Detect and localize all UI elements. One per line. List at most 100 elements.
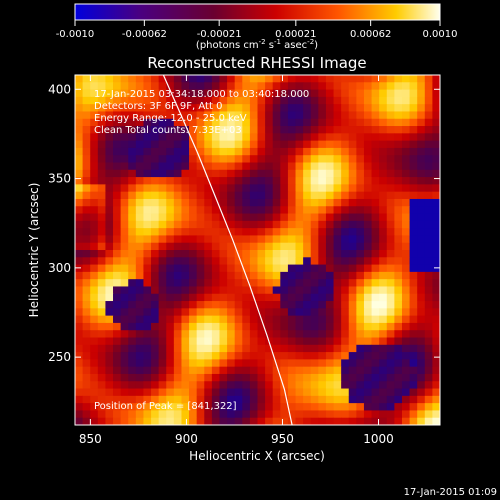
heatmap-cell bbox=[105, 104, 114, 112]
heatmap-cell bbox=[379, 257, 388, 265]
heatmap-cell bbox=[242, 388, 251, 397]
y-tick-label: 250 bbox=[48, 350, 71, 364]
heatmap-cell bbox=[363, 177, 372, 185]
heatmap-cell bbox=[219, 140, 228, 149]
heatmap-cell bbox=[181, 308, 190, 317]
heatmap-cell bbox=[234, 140, 243, 149]
heatmap-cell bbox=[166, 373, 175, 382]
heatmap-cell bbox=[196, 388, 205, 397]
heatmap-cell bbox=[158, 228, 167, 236]
heatmap-cell bbox=[409, 191, 418, 200]
heatmap-cell bbox=[417, 373, 426, 382]
heatmap-cell bbox=[333, 89, 342, 98]
heatmap-cell bbox=[280, 126, 289, 134]
heatmap-cell bbox=[333, 293, 342, 302]
heatmap-cell bbox=[386, 118, 395, 127]
heatmap-cell bbox=[333, 206, 342, 214]
colorbar-units: (photons cm-2 s-1 asec-2) bbox=[196, 38, 318, 51]
heatmap-cell bbox=[151, 169, 160, 178]
heatmap-cell bbox=[128, 271, 137, 280]
heatmap-cell bbox=[363, 206, 372, 214]
heatmap-cell bbox=[325, 417, 334, 425]
heatmap-cell bbox=[348, 155, 357, 163]
heatmap-cell bbox=[333, 198, 342, 207]
heatmap-cell bbox=[166, 82, 175, 90]
heatmap-cell bbox=[234, 315, 243, 324]
heatmap-cell bbox=[113, 177, 122, 185]
heatmap-cell bbox=[424, 381, 433, 389]
heatmap-cell bbox=[272, 257, 281, 265]
heatmap-cell bbox=[82, 308, 91, 317]
heatmap-cell bbox=[211, 315, 220, 324]
heatmap-cell bbox=[417, 293, 426, 302]
heatmap-cell bbox=[75, 410, 83, 419]
heatmap-cell bbox=[211, 206, 220, 214]
heatmap-cell bbox=[257, 250, 266, 258]
heatmap-cell bbox=[394, 359, 403, 368]
heatmap-cell bbox=[386, 89, 395, 98]
heatmap-cell bbox=[432, 330, 440, 338]
heatmap-cell bbox=[287, 126, 296, 134]
heatmap-cell bbox=[181, 147, 190, 156]
heatmap-cell bbox=[401, 373, 410, 382]
heatmap-cell bbox=[204, 82, 213, 90]
heatmap-cell bbox=[379, 118, 388, 127]
heatmap-cell bbox=[135, 373, 144, 382]
heatmap-cell bbox=[409, 118, 418, 127]
heatmap-cell bbox=[234, 308, 243, 317]
heatmap-cell bbox=[249, 359, 258, 368]
heatmap-cell bbox=[295, 366, 304, 375]
heatmap-cell bbox=[272, 206, 281, 214]
heatmap-cell bbox=[257, 111, 266, 120]
heatmap-cell bbox=[75, 417, 83, 425]
heatmap-cell bbox=[348, 279, 357, 287]
heatmap-cell bbox=[143, 155, 152, 163]
heatmap-cell bbox=[189, 177, 198, 185]
heatmap-cell bbox=[189, 206, 198, 214]
heatmap-cell bbox=[379, 388, 388, 397]
heatmap-cell bbox=[105, 133, 114, 142]
heatmap-cell bbox=[386, 359, 395, 368]
heatmap-cell bbox=[417, 381, 426, 389]
heatmap-cell bbox=[158, 417, 167, 425]
heatmap-cell bbox=[211, 177, 220, 185]
heatmap-cell bbox=[356, 169, 365, 178]
heatmap-cell bbox=[143, 250, 152, 258]
heatmap-cell bbox=[386, 126, 395, 134]
heatmap-cell bbox=[356, 104, 365, 112]
heatmap-cell bbox=[432, 301, 440, 309]
heatmap-cell bbox=[242, 147, 251, 156]
heatmap-cell bbox=[341, 410, 350, 419]
heatmap-cell bbox=[211, 242, 220, 251]
heatmap-cell bbox=[151, 388, 160, 397]
heatmap-cell bbox=[219, 104, 228, 112]
heatmap-cell bbox=[257, 235, 266, 244]
heatmap-cell bbox=[417, 352, 426, 360]
heatmap-cell bbox=[265, 89, 274, 98]
heatmap-cell bbox=[272, 359, 281, 368]
x-tick-label: 900 bbox=[175, 432, 198, 446]
heatmap-cell bbox=[189, 228, 198, 236]
heatmap-cell bbox=[143, 286, 152, 295]
heatmap-cell bbox=[287, 352, 296, 360]
heatmap-cell bbox=[424, 410, 433, 419]
heatmap-cell bbox=[204, 220, 213, 229]
heatmap-cell bbox=[333, 140, 342, 149]
heatmap-cell bbox=[432, 352, 440, 360]
heatmap-cell bbox=[97, 96, 106, 105]
heatmap-cell bbox=[363, 403, 372, 411]
heatmap-cell bbox=[325, 359, 334, 368]
heatmap-cell bbox=[272, 344, 281, 353]
heatmap-cell bbox=[386, 104, 395, 112]
heatmap-cell bbox=[166, 133, 175, 142]
heatmap-cell bbox=[386, 191, 395, 200]
heatmap-cell bbox=[417, 410, 426, 419]
heatmap-cell bbox=[135, 301, 144, 309]
heatmap-cell bbox=[151, 264, 160, 273]
heatmap-cell bbox=[341, 271, 350, 280]
heatmap-cell bbox=[401, 352, 410, 360]
heatmap-cell bbox=[303, 213, 312, 222]
heatmap-cell bbox=[120, 133, 129, 142]
heatmap-cell bbox=[105, 388, 114, 397]
heatmap-cell bbox=[295, 352, 304, 360]
